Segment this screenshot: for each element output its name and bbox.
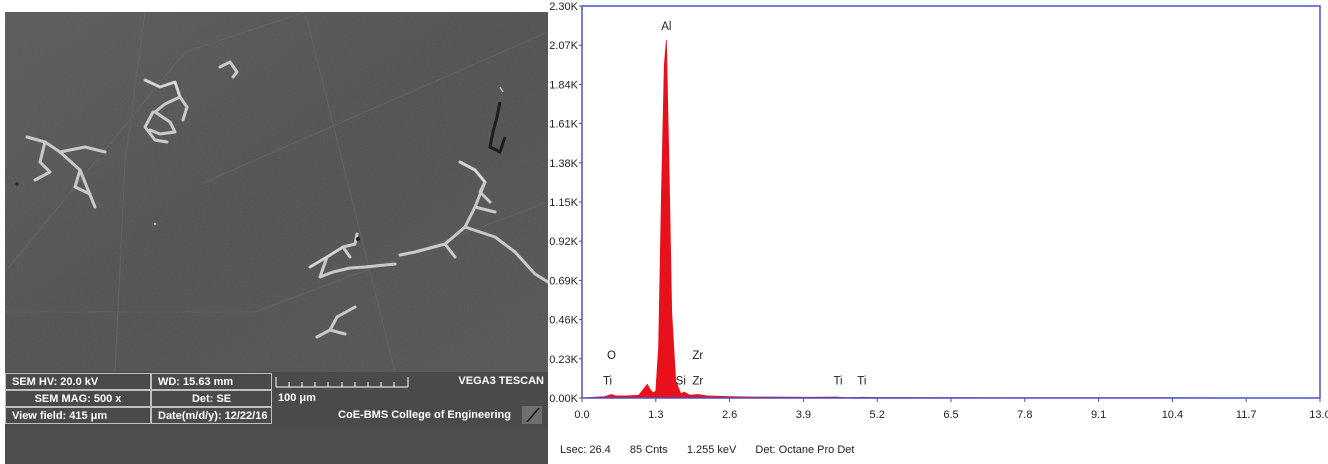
plot-frame [581,5,1321,399]
sem-date-label: Date(m/d/y): 12/22/16 [151,407,272,424]
detector-label: Det: Octane Pro Det [755,444,855,456]
peak-label-ti: Ti [857,375,866,387]
scale-bar-icon [275,375,409,389]
peak-label-al: Al [661,21,671,33]
peak-label-o: O [607,350,616,362]
y-tick-label: 0.92K [549,236,578,248]
counts-label: 85 Cnts [629,444,668,456]
sem-hv-label: SEM HV: 20.0 kV [5,373,151,390]
cursor-energy-label: 1.255 keV [686,444,737,456]
eds-spectrum-chart: 0.00K 0.23K 0.46K 0.69K 0.92K 1.15K 1.38K 1.61K… [549,1,1328,421]
tescan-logo-icon [522,406,542,424]
y-tick-label: 2.30K [549,1,578,13]
x-tick-label: 9.1 [1091,409,1106,421]
y-tick-label: 0.69K [549,275,578,287]
peak-label-ti: Ti [603,375,612,387]
y-tick-label: 1.84K [549,79,578,91]
x-tick-label: 7.8 [1017,409,1032,421]
x-tick-label: 1.3 [648,409,663,421]
y-tick-label: 1.38K [549,158,578,170]
eds-spectrum-panel: 0.00K 0.23K 0.46K 0.69K 0.92K 1.15K 1.38K 1.61K… [548,0,1328,464]
peak-label-zr: Zr [692,375,703,387]
y-tick-label: 2.07K [549,40,578,52]
x-tick-label: 6.5 [943,409,958,421]
peak-label-ti: Ti [833,375,842,387]
x-tick-label: 13.0 [1309,409,1328,421]
sem-micrograph-image [5,12,548,372]
y-tick-label: 1.15K [549,197,578,209]
sem-view-field-label: View field: 415 μm [5,407,151,424]
y-tick-label: 0.46K [549,315,578,327]
sem-brand-label: VEGA3 TESCAN [458,375,544,387]
sem-institution-label: CoE-BMS College of Engineering [338,409,511,421]
eds-status-footer: Lsec: 26.4 85 Cnts 1.255 keV Det: Octane… [560,444,870,460]
sem-micrograph-panel: SEM HV: 20.0 kV WD: 15.63 mm VEGA3 TESCA… [0,0,548,464]
sem-mag-label: SEM MAG: 500 x [5,390,151,407]
x-tick-label: 2.6 [722,409,737,421]
peak-label-zr: Zr [692,350,703,362]
x-tick-label: 3.9 [796,409,811,421]
spectrum-area [581,40,1321,399]
x-tick-label: 11.7 [1236,409,1257,421]
sem-det-label: Det: SE [151,390,272,407]
peak-label-si: Si [676,375,686,387]
y-tick-label: 0.23K [549,354,578,366]
x-tick-label: 10.4 [1162,409,1183,421]
y-tick-label: 0.00K [549,393,578,405]
sem-info-bar: SEM HV: 20.0 kV WD: 15.63 mm VEGA3 TESCA… [5,372,548,428]
y-tick-label: 1.61K [549,119,578,131]
live-seconds-label: Lsec: 26.4 [560,444,611,456]
sem-scale-label: 100 μm [278,392,316,404]
x-tick-label: 5.2 [870,409,885,421]
sem-bottom-strip [5,428,548,464]
x-tick-label: 0.0 [574,409,589,421]
sem-wd-label: WD: 15.63 mm [151,373,272,390]
